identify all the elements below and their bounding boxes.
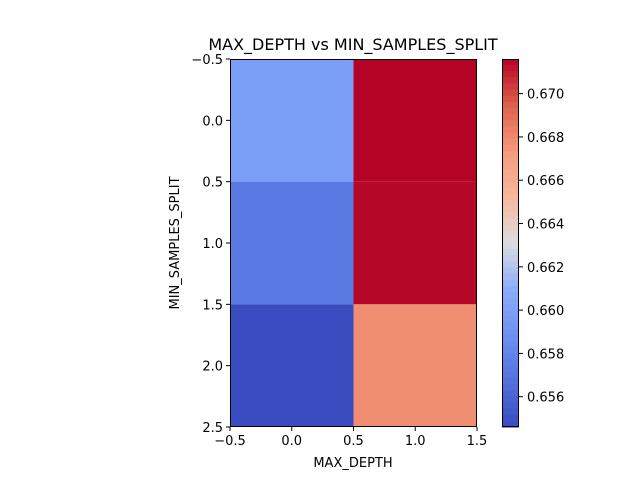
x-axis-label: MAX_DEPTH — [313, 456, 392, 471]
x-tick-label: 0.5 — [343, 434, 364, 449]
colorbar-segment — [502, 396, 519, 404]
colorbar-segment — [502, 255, 519, 262]
colorbar-segment — [502, 365, 519, 373]
colorbar-segment — [502, 212, 519, 220]
colorbar-tick-label: 0.656 — [527, 391, 564, 406]
y-tick-label: 2.5 — [202, 421, 223, 436]
colorbar-segment — [502, 249, 519, 256]
colorbar-segment — [502, 304, 519, 312]
colorbar-segment — [502, 120, 519, 128]
colorbar-segment — [502, 83, 519, 91]
heatmap-cell — [230, 304, 354, 427]
colorbar-segment — [502, 157, 519, 164]
colorbar-segment — [502, 95, 519, 103]
heatmap-cell — [353, 59, 477, 182]
colorbar-segment — [502, 377, 519, 385]
colorbar-segment — [502, 353, 519, 361]
colorbar-segment — [502, 335, 519, 342]
colorbar-segment — [502, 101, 519, 109]
colorbar-segment — [502, 181, 519, 189]
colorbar-segment — [502, 230, 519, 238]
colorbar-segment — [502, 267, 519, 275]
x-tick-label: −0.5 — [214, 434, 246, 449]
colorbar-segment — [502, 347, 519, 354]
colorbar-segment — [502, 89, 519, 97]
colorbar-segment — [502, 65, 519, 72]
heatmap-cell — [230, 59, 354, 182]
colorbar-segment — [502, 151, 519, 158]
x-axis: −0.5 0.0 0.5 1.0 1.5 — [214, 427, 487, 449]
colorbar-segment — [502, 414, 519, 422]
colorbar-segment — [502, 224, 519, 232]
heatmap-cells — [230, 59, 477, 427]
y-axis: −0.5 0.0 0.5 1.0 1.5 2.0 2.5 — [191, 53, 230, 436]
colorbar-segment — [502, 273, 519, 281]
y-tick-label: 0.5 — [202, 176, 223, 191]
colorbar-segment — [502, 408, 519, 416]
y-tick-label: −0.5 — [191, 53, 223, 68]
y-tick-label: 1.0 — [202, 237, 223, 252]
colorbar-segment — [502, 316, 519, 324]
colorbar-segment — [502, 126, 519, 134]
colorbar-segment — [502, 236, 519, 244]
y-tick-label: 0.0 — [202, 114, 223, 129]
colorbar-segment — [502, 292, 519, 299]
colorbar-segment — [502, 218, 519, 226]
colorbar: 0.656 0.658 0.660 0.662 0.664 0.666 0.668 0.670 — [502, 59, 564, 428]
colorbar-tick-label: 0.662 — [527, 261, 564, 276]
colorbar-segment — [502, 163, 519, 170]
colorbar-segment — [502, 402, 519, 410]
y-axis-label: MIN_SAMPLES_SPLIT — [168, 176, 183, 309]
colorbar-segment — [502, 298, 519, 305]
heatmap-cell — [353, 304, 477, 427]
colorbar-frame — [502, 59, 519, 427]
x-tick-label: 1.0 — [405, 434, 426, 449]
colorbar-segment — [502, 322, 519, 330]
y-tick-label: 2.0 — [202, 360, 223, 375]
colorbar-segment — [502, 138, 519, 146]
colorbar-segment — [502, 200, 519, 207]
y-tick-label: 1.5 — [202, 298, 223, 313]
colorbar-segment — [502, 132, 519, 140]
colorbar-segment — [502, 310, 519, 318]
colorbar-tick-label: 0.658 — [527, 347, 564, 362]
colorbar-segment — [502, 420, 519, 428]
colorbar-segment — [502, 187, 519, 195]
colorbar-segment — [502, 175, 519, 183]
colorbar-segment — [502, 77, 519, 85]
colorbar-tick-label: 0.666 — [527, 174, 564, 189]
colorbar-segment — [502, 169, 519, 177]
colorbar-segment — [502, 384, 519, 391]
colorbar-segment — [502, 59, 519, 66]
colorbar-segment — [502, 144, 519, 152]
colorbar-segment — [502, 279, 519, 287]
colorbar-segment — [502, 390, 519, 397]
colorbar-segment — [502, 193, 519, 201]
colorbar-tick-label: 0.668 — [527, 131, 564, 146]
chart-title: MAX_DEPTH vs MIN_SAMPLES_SPLIT — [208, 35, 498, 55]
x-tick-label: 0.0 — [281, 434, 302, 449]
colorbar-tick-label: 0.670 — [527, 88, 564, 103]
colorbar-segment — [502, 285, 519, 293]
colorbar-segment — [502, 114, 519, 121]
colorbar-segment — [502, 328, 519, 336]
heatmap-cell — [353, 181, 477, 305]
plot-frame — [230, 59, 477, 427]
colorbar-segment — [502, 108, 519, 115]
colorbar-tick-label: 0.660 — [527, 304, 564, 319]
colorbar-segment — [502, 371, 519, 379]
colorbar-tick-label: 0.664 — [527, 218, 564, 233]
colorbar-segment — [502, 341, 519, 348]
heatmap-cell — [230, 181, 354, 305]
x-tick-label: 1.5 — [467, 434, 488, 449]
colorbar-segment — [502, 261, 519, 269]
colorbar-segment — [502, 359, 519, 367]
colorbar-segment — [502, 243, 519, 250]
colorbar-segment — [502, 71, 519, 78]
colorbar-segment — [502, 206, 519, 213]
